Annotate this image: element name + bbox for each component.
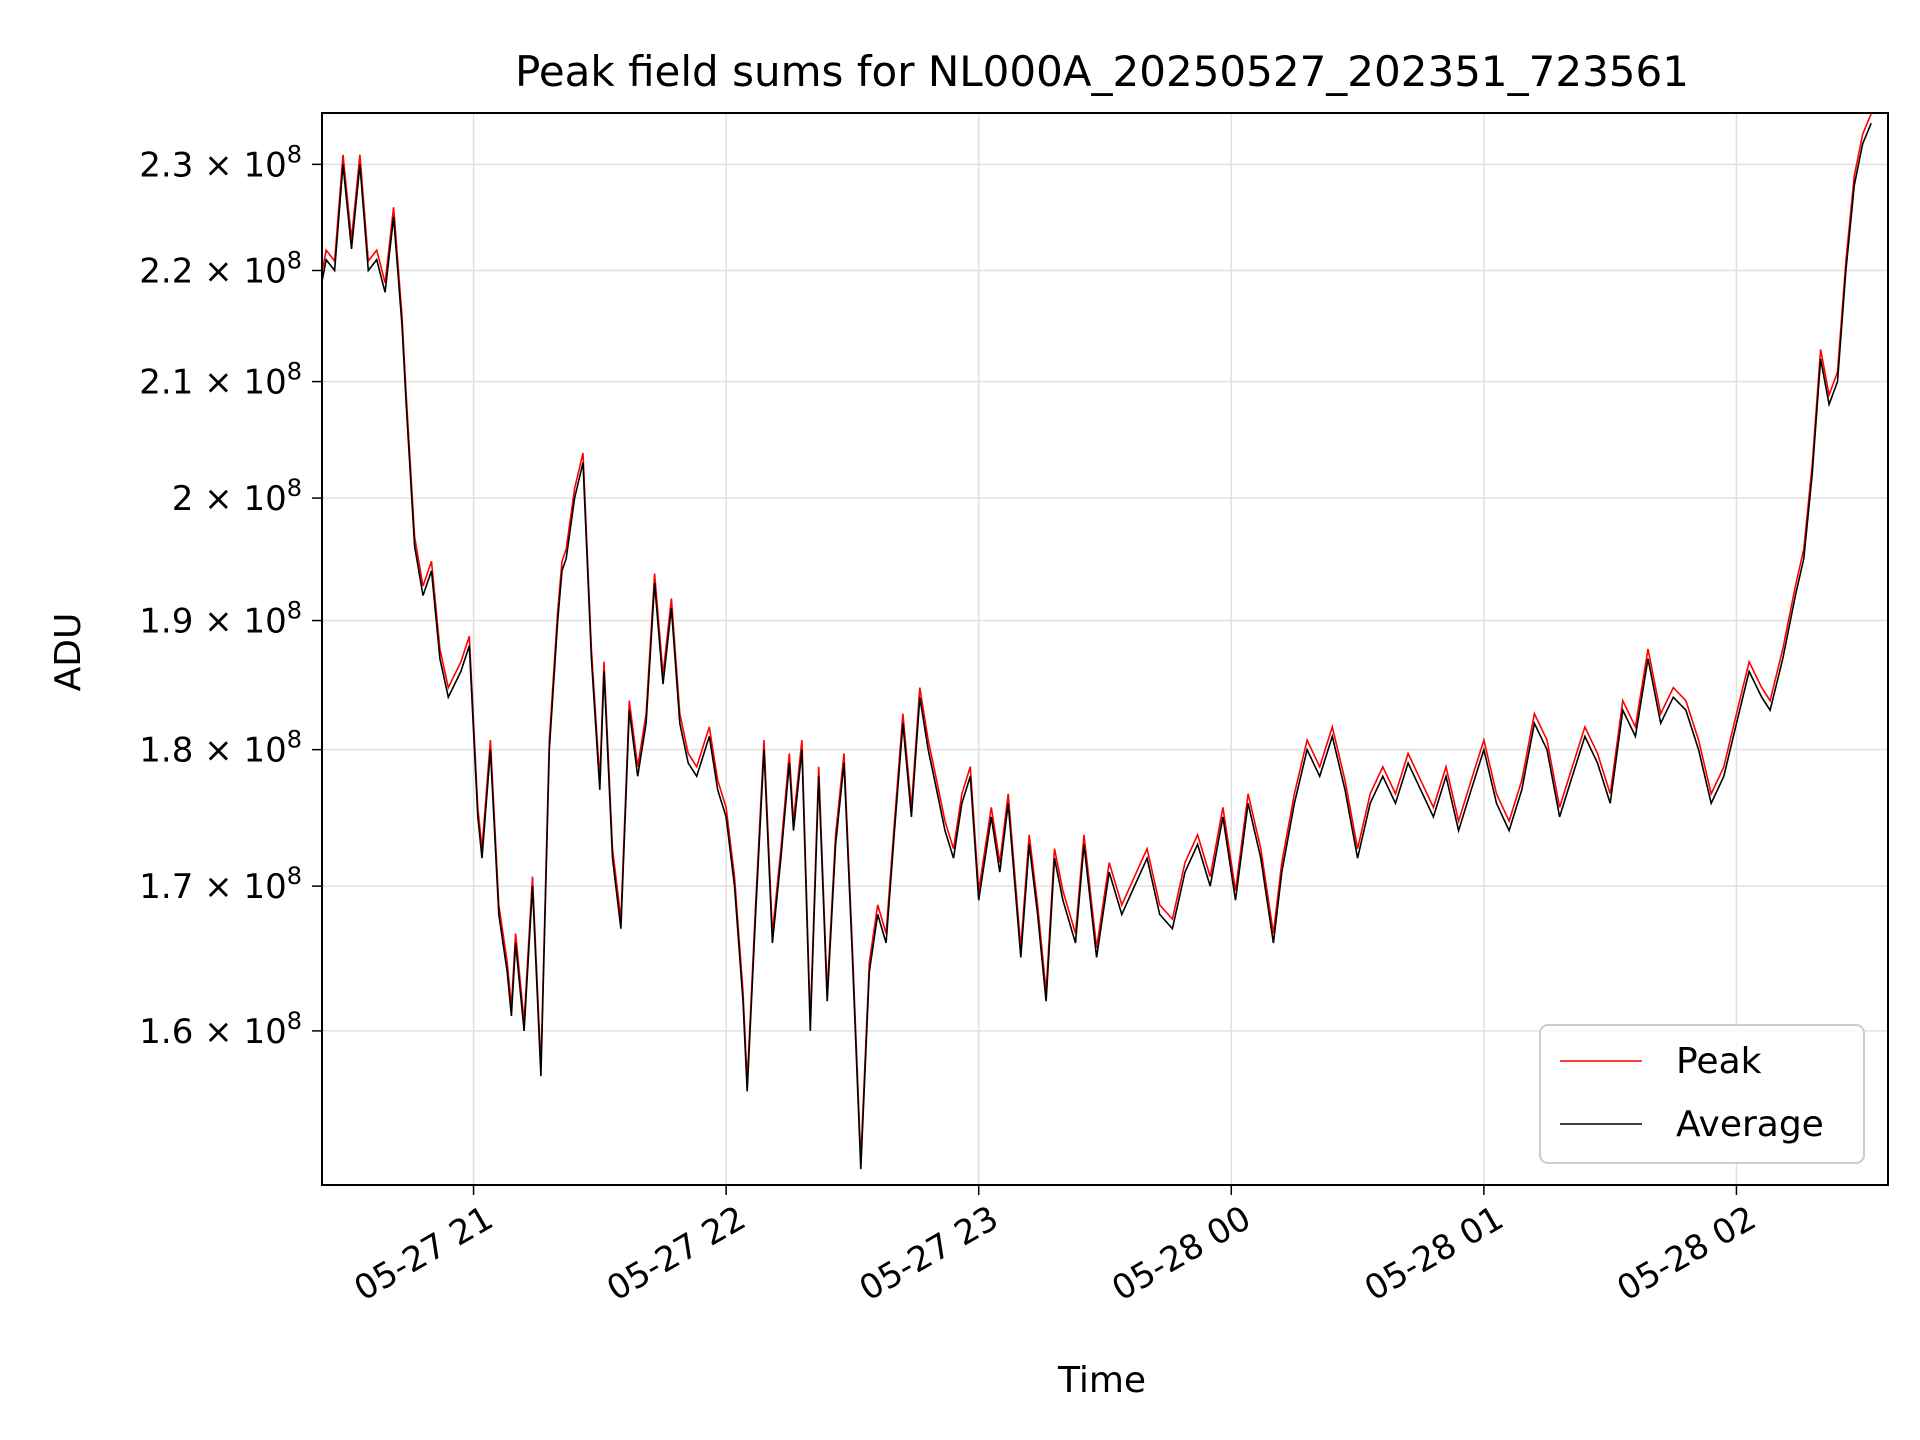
y-tick-label: 2.2 × 108 (139, 246, 302, 291)
axes-frame (321, 112, 1889, 1186)
y-axis-label: ADU (48, 613, 89, 692)
chart-title: Peak field sums for NL000A_20250527_2023… (515, 47, 1689, 96)
legend: Peak Average (1539, 1024, 1865, 1164)
plot-area (322, 113, 1872, 1170)
legend-label-average: Average (1676, 1104, 1824, 1145)
y-tick-label: 1.7 × 108 (139, 862, 302, 907)
y-axis-ticks: 1.6 × 108 1.7 × 108 1.8 × 108 1.9 × 108 2 × … (139, 140, 322, 1052)
x-axis-label: Time (1057, 1360, 1146, 1401)
y-tick-label: 1.9 × 108 (139, 597, 302, 642)
y-tick-label: 2 × 108 (172, 474, 302, 519)
y-tick-label: 2.3 × 108 (139, 140, 302, 185)
legend-box (1539, 1024, 1865, 1164)
y-tick-label: 1.8 × 108 (139, 726, 302, 771)
series-line-average (322, 122, 1872, 1170)
y-tick-label: 1.6 × 108 (139, 1007, 302, 1052)
y-tick-label: 2.1 × 108 (139, 358, 302, 403)
grid-lines (322, 113, 1888, 1185)
legend-label-peak: Peak (1676, 1041, 1762, 1082)
